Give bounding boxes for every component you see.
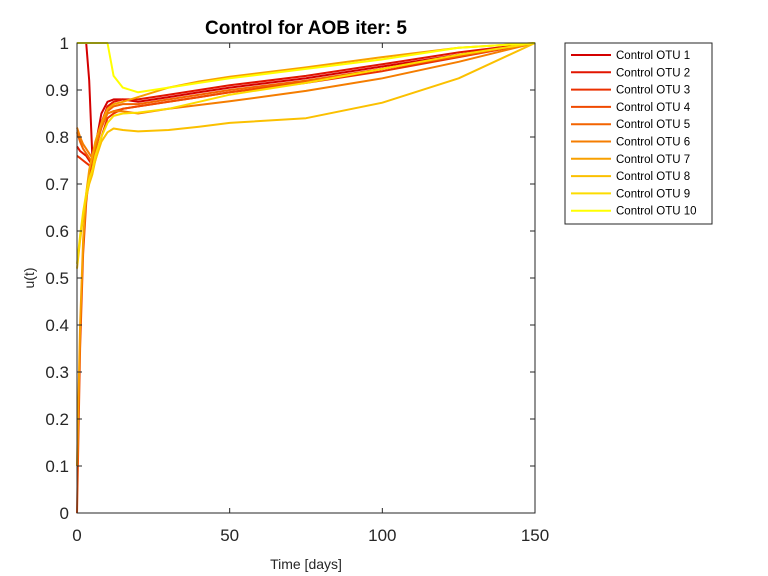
x-tick-label: 100 xyxy=(368,526,396,545)
y-tick-label: 0.5 xyxy=(45,269,69,288)
series-line-6 xyxy=(76,42,536,160)
y-axis-ticks: 0 0.1 0.2 0.3 0.4 0.5 0.6 0.7 0.8 0.9 1 xyxy=(45,34,535,523)
series-line-9 xyxy=(76,42,536,265)
y-tick-label: 0.3 xyxy=(45,363,69,382)
series-line-5 xyxy=(76,42,536,164)
y-tick-label: 0.7 xyxy=(45,175,69,194)
y-tick-label: 0.2 xyxy=(45,410,69,429)
y-tick-label: 0.8 xyxy=(45,128,69,147)
x-tick-label: 150 xyxy=(521,526,549,545)
legend-label-9: Control OTU 9 xyxy=(616,188,690,200)
y-tick-label: 0.9 xyxy=(45,81,69,100)
y-tick-label: 0.4 xyxy=(45,316,69,335)
x-tick-label: 50 xyxy=(220,526,239,545)
y-tick-label: 0 xyxy=(60,504,69,523)
series-line-2 xyxy=(76,42,536,167)
legend: Control OTU 1 Control OTU 2 Control OTU 3 C… xyxy=(564,42,713,225)
x-axis-ticks: 0 50 100 150 xyxy=(72,43,549,545)
legend-label-1: Control OTU 1 xyxy=(616,50,690,62)
chart-title: Control for AOB iter: 5 xyxy=(205,18,407,39)
legend-label-7: Control OTU 7 xyxy=(616,154,690,166)
series-lines xyxy=(76,42,536,514)
x-axis-label: Time [days] xyxy=(270,556,342,572)
legend-label-3: Control OTU 3 xyxy=(616,85,690,97)
y-axis-label: u(t) xyxy=(21,268,37,289)
legend-label-6: Control OTU 6 xyxy=(616,137,690,149)
y-tick-label: 1 xyxy=(60,34,69,53)
x-tick-label: 0 xyxy=(72,526,81,545)
y-tick-label: 0.6 xyxy=(45,222,69,241)
legend-label-4: Control OTU 4 xyxy=(616,102,691,114)
legend-label-10: Control OTU 10 xyxy=(616,206,697,218)
y-tick-label: 0.1 xyxy=(45,457,69,476)
legend-label-2: Control OTU 2 xyxy=(616,67,690,79)
legend-label-5: Control OTU 5 xyxy=(616,119,690,131)
legend-label-8: Control OTU 8 xyxy=(616,171,690,183)
plot-area xyxy=(77,43,535,513)
